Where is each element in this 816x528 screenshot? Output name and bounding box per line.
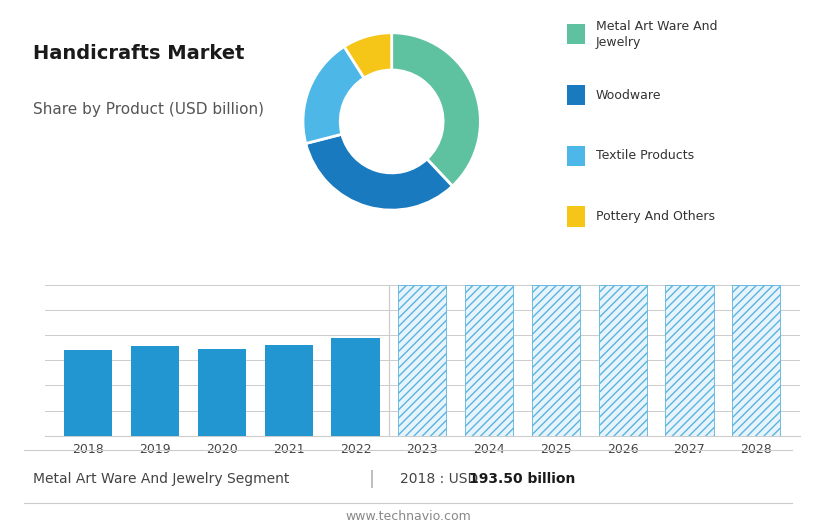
Text: 193.50 billion: 193.50 billion [469,473,575,486]
Text: Metal Art Ware And
Jewelry: Metal Art Ware And Jewelry [596,20,717,49]
Text: |: | [368,470,375,488]
Wedge shape [344,33,392,78]
Bar [398,285,446,436]
Bar [264,345,313,436]
Wedge shape [306,134,452,210]
Bar [732,285,780,436]
Bar [131,346,180,436]
Bar [197,350,246,436]
Bar [532,285,580,436]
Wedge shape [392,33,481,186]
Wedge shape [303,46,364,144]
Text: Share by Product (USD billion): Share by Product (USD billion) [33,102,264,117]
Text: www.technavio.com: www.technavio.com [345,510,471,523]
Bar [665,285,713,436]
Text: Pottery And Others: Pottery And Others [596,210,715,223]
Bar [599,285,647,436]
Bar [465,285,513,436]
Text: Woodware: Woodware [596,89,661,101]
Text: Textile Products: Textile Products [596,149,694,162]
Text: Metal Art Ware And Jewelry Segment: Metal Art Ware And Jewelry Segment [33,473,289,486]
Bar [331,338,379,436]
Bar [64,350,113,436]
Text: Handicrafts Market: Handicrafts Market [33,44,244,63]
Text: 2018 : USD: 2018 : USD [400,473,482,486]
